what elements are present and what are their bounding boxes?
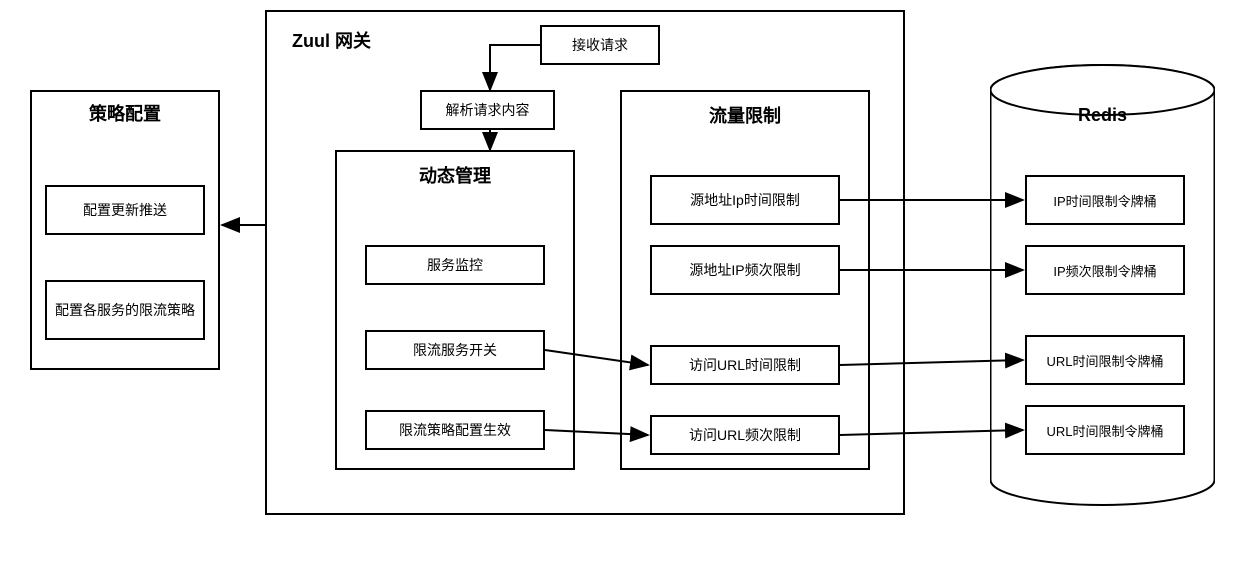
ip-freq-bucket-box: IP频次限制令牌桶 <box>1025 245 1185 295</box>
zuul-gateway-title: Zuul 网关 <box>292 27 371 53</box>
config-service-rate-policy: 配置各服务的限流策略 <box>45 280 205 340</box>
rate-limit-switch-box: 限流服务开关 <box>365 330 545 370</box>
src-ip-freq-box: 源地址IP频次限制 <box>650 245 840 295</box>
src-ip-time-box: 源地址Ip时间限制 <box>650 175 840 225</box>
url-time-box: 访问URL时间限制 <box>650 345 840 385</box>
parse-request-box: 解析请求内容 <box>420 90 555 130</box>
url-freq-bucket-box: URL时间限制令牌桶 <box>1025 405 1185 455</box>
receive-request-box: 接收请求 <box>540 25 660 65</box>
url-time-bucket-box: URL时间限制令牌桶 <box>1025 335 1185 385</box>
redis-title: Redis <box>990 105 1215 126</box>
rate-limit-policy-box: 限流策略配置生效 <box>365 410 545 450</box>
url-freq-box: 访问URL频次限制 <box>650 415 840 455</box>
traffic-limit-title: 流量限制 <box>622 102 868 128</box>
policy-config-title: 策略配置 <box>32 100 218 126</box>
dynamic-mgmt-title: 动态管理 <box>337 162 573 188</box>
service-monitor-box: 服务监控 <box>365 245 545 285</box>
config-update-push: 配置更新推送 <box>45 185 205 235</box>
ip-time-bucket-box: IP时间限制令牌桶 <box>1025 175 1185 225</box>
